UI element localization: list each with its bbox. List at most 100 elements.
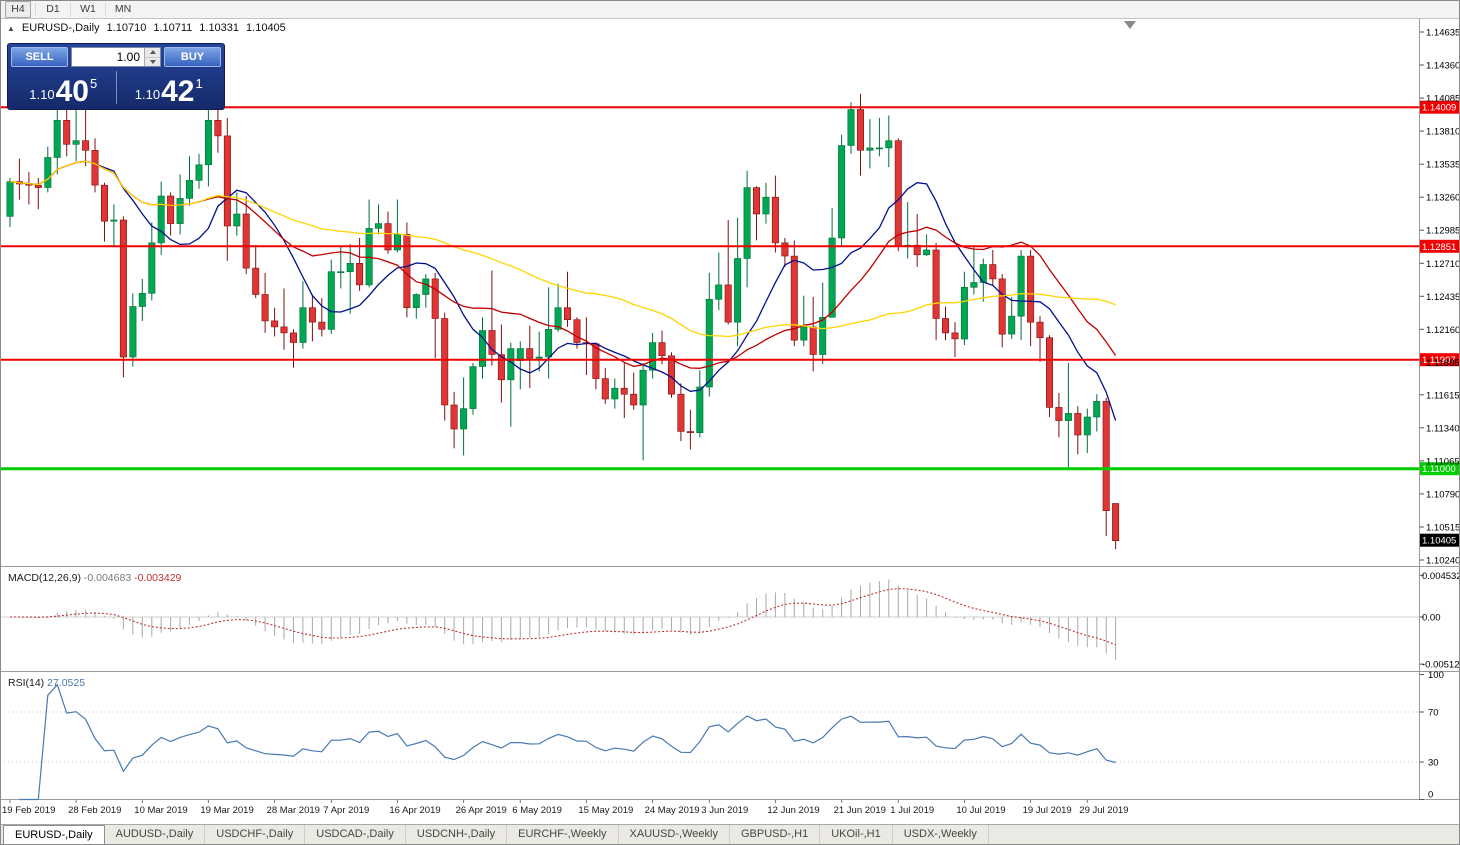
svg-text:70: 70	[1428, 708, 1439, 719]
buy-price-big: 42	[161, 74, 195, 108]
price-axis[interactable]: 1.14635 1.14360 1.14085 1.13810 1.13535 1.132…	[1419, 28, 1460, 567]
svg-text:1.12435: 1.12435	[1426, 292, 1460, 303]
svg-text:1.13535: 1.13535	[1426, 160, 1460, 171]
svg-text:1.11907: 1.11907	[1422, 355, 1456, 366]
svg-text:15 May 2019: 15 May 2019	[578, 805, 633, 816]
sell-button[interactable]: SELL	[11, 47, 68, 67]
sell-price-sup: 5	[89, 76, 98, 91]
sell-price[interactable]: 1.10 40 5	[11, 69, 116, 106]
svg-text:6 May 2019: 6 May 2019	[512, 805, 562, 816]
tab-audusd-daily[interactable]: AUDUSD-,Daily	[105, 825, 206, 845]
rsi-panel: 100 70 30 0 RSI(14) 27.0525	[0, 670, 1444, 801]
svg-text:1 Jul 2019: 1 Jul 2019	[890, 805, 934, 816]
svg-text:1.14085: 1.14085	[1426, 94, 1460, 105]
svg-text:1.13260: 1.13260	[1426, 193, 1460, 204]
tab-eurusd-daily[interactable]: EURUSD-,Daily	[3, 825, 105, 845]
svg-text:0.004532: 0.004532	[1422, 571, 1460, 582]
tab-gbpusd-h1[interactable]: GBPUSD-,H1	[730, 825, 821, 845]
volume-down-button[interactable]	[145, 56, 160, 66]
svg-text:1.11000: 1.11000	[1422, 464, 1456, 475]
volume-stepper[interactable]: 1.00	[71, 47, 161, 67]
svg-text:1.11885: 1.11885	[1426, 358, 1460, 369]
buy-button[interactable]: BUY	[164, 47, 221, 67]
svg-text:1.10240: 1.10240	[1426, 556, 1460, 567]
ohlc-open: 1.10710	[106, 22, 147, 34]
one-click-collapse-icon[interactable]: ▲	[7, 23, 15, 33]
svg-text:3 Jun 2019: 3 Jun 2019	[701, 805, 748, 816]
svg-text:1.11065: 1.11065	[1426, 456, 1460, 467]
svg-text:MACD(12,26,9) -0.004683 -0.003: MACD(12,26,9) -0.004683 -0.003429	[8, 572, 182, 584]
arrow-up-icon	[149, 50, 156, 55]
svg-text:28 Mar 2019: 28 Mar 2019	[267, 805, 320, 816]
svg-text:1.12985: 1.12985	[1426, 226, 1460, 237]
svg-text:7 Apr 2019: 7 Apr 2019	[323, 805, 369, 816]
tab-usdx-weekly[interactable]: USDX-,Weekly	[893, 825, 989, 845]
svg-text:1.14360: 1.14360	[1426, 61, 1460, 72]
svg-text:1.13810: 1.13810	[1426, 127, 1460, 138]
svg-text:24 May 2019: 24 May 2019	[645, 805, 700, 816]
svg-text:1.12710: 1.12710	[1426, 259, 1460, 270]
timeframe-mn-button[interactable]: MN	[114, 2, 132, 15]
svg-text:1.10405: 1.10405	[1422, 536, 1456, 547]
svg-text:1.11340: 1.11340	[1426, 423, 1460, 434]
tab-eurchf-weekly[interactable]: EURCHF-,Weekly	[507, 825, 619, 845]
horizontal-lines[interactable]: 1.14009 1.12851 1.11907 1.11000	[0, 100, 1460, 476]
candles-layer	[6, 93, 1120, 550]
svg-text:1.10515: 1.10515	[1426, 523, 1460, 534]
time-axis[interactable]: 19 Feb 2019 28 Feb 2019 10 Mar 2019 19 Mar …	[2, 800, 1128, 816]
svg-text:19 Mar 2019: 19 Mar 2019	[200, 805, 253, 816]
tab-usdcad-daily[interactable]: USDCAD-,Daily	[305, 825, 406, 845]
svg-text:1.10790: 1.10790	[1426, 489, 1460, 500]
svg-text:21 Jun 2019: 21 Jun 2019	[834, 805, 886, 816]
toolbar-separator	[105, 3, 106, 15]
tab-ukoil-h1[interactable]: UKOil-,H1	[820, 825, 893, 845]
sell-price-big: 40	[55, 74, 89, 108]
svg-text:1.12851: 1.12851	[1422, 242, 1456, 253]
timeframe-toolbar: H4 D1 W1 MN	[0, 0, 1460, 19]
svg-text:29 Jul 2019: 29 Jul 2019	[1079, 805, 1128, 816]
ohlc-low: 1.10331	[199, 22, 240, 34]
svg-text:12 Jun 2019: 12 Jun 2019	[767, 805, 819, 816]
one-click-trading-panel: SELL 1.00 BUY 1.10 40 5 1.10 42 1	[7, 43, 225, 110]
svg-text:100: 100	[1428, 670, 1444, 681]
chart-ohlc-header: ▲ EURUSD-,Daily 1.10710 1.10711 1.10331 …	[7, 22, 286, 34]
svg-text:1.14009: 1.14009	[1422, 103, 1456, 114]
svg-text:0.00: 0.00	[1422, 613, 1441, 624]
svg-text:1.12160: 1.12160	[1426, 325, 1460, 336]
volume-spinner	[144, 48, 160, 66]
svg-text:10 Jul 2019: 10 Jul 2019	[956, 805, 1005, 816]
chart-shift-marker[interactable]	[1124, 21, 1136, 29]
timeframe-w1-button[interactable]: W1	[80, 2, 96, 15]
current-price-tag: 1.10405	[1420, 533, 1460, 547]
buy-price[interactable]: 1.10 42 1	[117, 69, 222, 106]
svg-text:30: 30	[1428, 758, 1439, 769]
tab-usdchf-daily[interactable]: USDCHF-,Daily	[205, 825, 306, 845]
tab-usdcnh-daily[interactable]: USDCNH-,Daily	[406, 825, 508, 845]
buy-price-sup: 1	[195, 76, 203, 91]
ohlc-high: 1.10711	[153, 22, 193, 34]
timeframe-h4-button[interactable]: H4	[5, 0, 31, 18]
sell-price-base: 1.10	[29, 87, 55, 102]
chart-tabbar: EURUSD-,Daily AUDUSD-,Daily USDCHF-,Dail…	[0, 824, 1460, 845]
svg-text:26 Apr 2019: 26 Apr 2019	[456, 805, 507, 816]
volume-input[interactable]: 1.00	[116, 50, 140, 64]
svg-text:19 Feb 2019: 19 Feb 2019	[2, 805, 55, 816]
chart-canvas[interactable]: 1.14009 1.12851 1.11907 1.11000 1.10405 1.146…	[0, 0, 1460, 824]
svg-text:1.11615: 1.11615	[1426, 390, 1460, 401]
buy-price-base: 1.10	[134, 87, 161, 102]
volume-up-button[interactable]	[145, 48, 160, 57]
panel-separators[interactable]	[0, 19, 1460, 800]
chart-symbol-label: EURUSD-,Daily	[21, 22, 100, 34]
macd-panel: 0.004532 0.00 -0.005122 MACD(12,26,9) -0.00…	[0, 571, 1460, 671]
svg-text:RSI(14) 27.0525: RSI(14) 27.0525	[8, 677, 85, 689]
svg-text:16 Apr 2019: 16 Apr 2019	[389, 805, 440, 816]
moving-averages	[9, 160, 1117, 421]
tab-xauusd-weekly[interactable]: XAUUSD-,Weekly	[619, 825, 730, 845]
svg-text:-0.005122: -0.005122	[1422, 660, 1460, 671]
svg-text:28 Feb 2019: 28 Feb 2019	[68, 805, 121, 816]
toolbar-separator	[70, 3, 71, 15]
svg-text:0: 0	[1428, 790, 1433, 801]
toolbar-separator	[35, 3, 36, 15]
svg-text:19 Jul 2019: 19 Jul 2019	[1023, 805, 1072, 816]
timeframe-d1-button[interactable]: D1	[46, 2, 60, 15]
